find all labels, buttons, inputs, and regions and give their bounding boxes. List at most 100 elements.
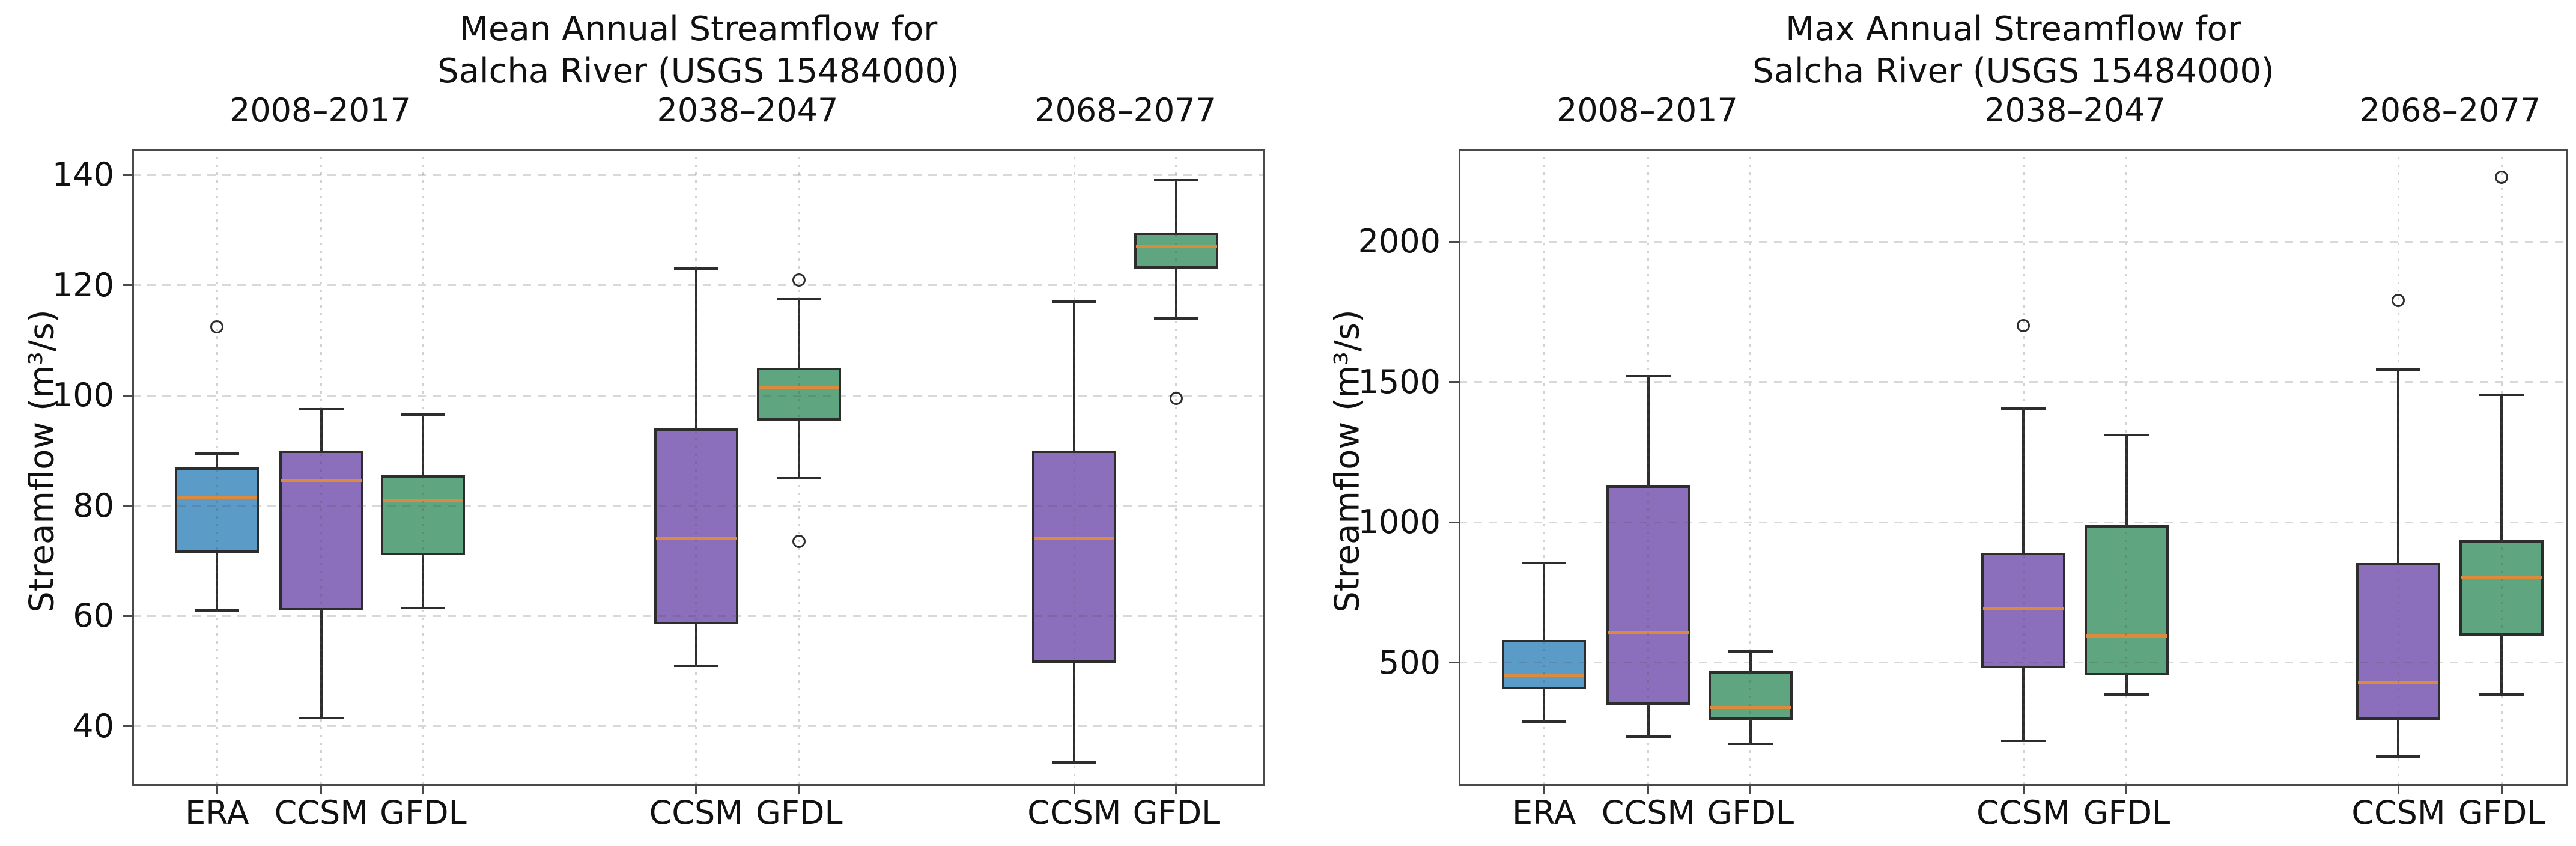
upper-whisker [2500,394,2503,541]
lower-whisker-cap [777,476,822,479]
y-gridline [132,284,1265,287]
median-line [655,537,737,541]
upper-whisker [2022,408,2025,553]
lower-whisker-cap [2376,755,2421,758]
x-tick-mark [2125,786,2128,794]
iqr-box [175,467,260,553]
lower-whisker-cap [1153,317,1198,320]
outlier-point [2495,170,2509,184]
lower-whisker [1543,689,1546,722]
x-gridline [1175,149,1177,786]
x-gridline [2397,149,2399,786]
x-tick-label: CCSM [1601,794,1695,832]
y-gridline [132,505,1265,507]
upper-whisker-cap [1522,561,1567,564]
outlier-point [792,535,806,549]
x-gridline [1543,149,1545,786]
y-tick-mark [123,284,132,287]
median-line [383,499,464,502]
period-label: 2068–2077 [1034,91,1217,129]
iqr-box [2084,525,2169,675]
x-gridline [2125,149,2128,786]
lower-whisker [2125,675,2128,695]
median-line [759,385,840,389]
upper-whisker-cap [1728,650,1773,653]
period-label: 2008–2017 [229,91,411,129]
lower-whisker [2397,720,2400,756]
median-line [281,479,362,482]
y-tick-label: 1000 [1358,503,1441,541]
upper-whisker [2125,435,2128,525]
median-line [1135,245,1217,248]
lower-whisker [422,555,425,608]
outlier-point [2017,319,2031,333]
outlier-point [2392,294,2405,308]
upper-whisker-cap [299,408,344,411]
y-gridline [1459,240,2568,243]
outlier-point [1169,391,1183,405]
y-tick-label: 2000 [1358,222,1441,261]
x-tick-mark [1647,786,1650,794]
iqr-box [279,451,363,611]
y-gridline [1459,381,2568,383]
x-tick-mark [2022,786,2025,794]
y-gridline [132,615,1265,617]
x-gridline [798,149,800,786]
median-line [1983,607,2064,611]
x-gridline [320,149,323,786]
lower-whisker-cap [673,664,718,667]
lower-whisker-cap [1626,735,1671,738]
lower-whisker-cap [195,609,240,612]
x-tick-label: GFDL [380,794,467,832]
x-tick-mark [1543,786,1545,794]
y-tick-mark [123,505,132,507]
upper-whisker-cap [401,413,446,416]
y-tick-mark [1449,381,1459,383]
iqr-box [381,475,466,556]
upper-whisker-cap [195,452,240,455]
median-line [1034,537,1115,541]
y-gridline [1459,521,2568,523]
lower-whisker-cap [2104,693,2149,696]
x-tick-label: GFDL [1132,794,1220,832]
iqr-box [757,368,842,421]
lower-whisker [798,420,801,478]
lower-whisker-cap [2001,740,2046,743]
y-tick-mark [123,174,132,176]
y-tick-mark [123,615,132,617]
x-gridline [1749,149,1752,786]
outlier-point [210,320,224,333]
y-tick-label: 140 [52,156,114,194]
y-tick-mark [1449,521,1459,523]
iqr-box [1134,233,1218,269]
lower-whisker [1174,269,1177,318]
upper-whisker [320,409,323,451]
iqr-box [1606,485,1690,705]
upper-whisker [216,453,219,467]
upper-whisker [1073,302,1076,451]
x-tick-mark [2500,786,2503,794]
upper-whisker [1543,562,1546,641]
upper-whisker [1174,180,1177,233]
lower-whisker [1073,663,1076,762]
x-gridline [695,149,697,786]
y-gridline [132,174,1265,176]
iqr-box [1032,451,1117,663]
y-gridline [132,394,1265,397]
lower-whisker [320,610,323,719]
upper-whisker-cap [1052,300,1097,303]
lower-whisker [2022,668,2025,741]
lower-whisker [216,552,219,611]
median-line [2461,575,2542,579]
upper-whisker-cap [2376,368,2421,371]
x-tick-label: CCSM [649,794,743,832]
x-tick-mark [216,786,218,794]
lower-whisker [1749,720,1752,744]
y-tick-label: 100 [52,376,114,415]
x-tick-label: GFDL [2083,794,2170,832]
y-tick-mark [1449,240,1459,243]
period-label: 2068–2077 [2359,91,2541,129]
lower-whisker-cap [1522,720,1567,723]
x-tick-label: ERA [185,794,249,832]
